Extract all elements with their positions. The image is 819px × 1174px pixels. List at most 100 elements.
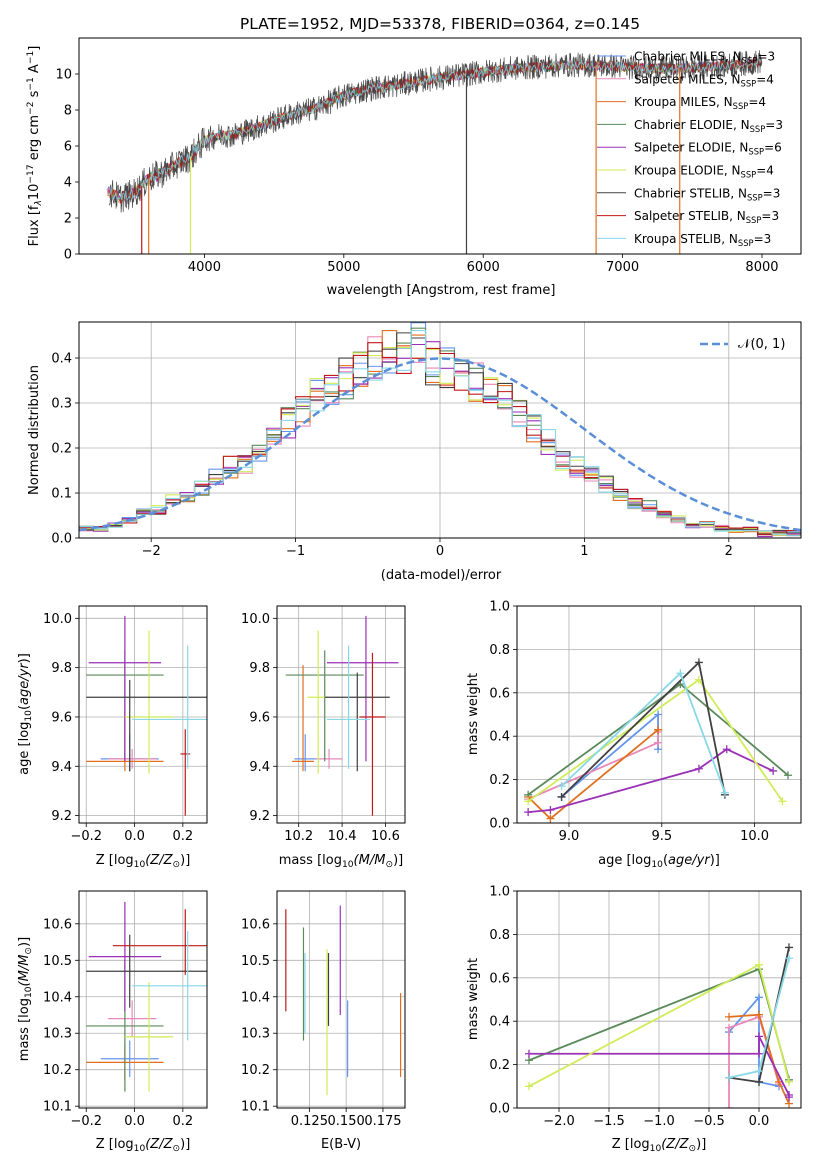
residual-axes-plot-area <box>79 322 801 538</box>
age-weight-xlabel-part: age/yr <box>668 853 711 868</box>
x-tick-label: 4000 <box>188 260 221 275</box>
legend-label-chabrier_miles-part: SSP <box>742 56 758 66</box>
legend-label-kroupa_elodie-part: Kroupa ELODIE, N <box>634 164 741 178</box>
x-tick-label: 9.5 <box>651 829 672 844</box>
spectrum-line-kroupa_stelib <box>109 56 763 202</box>
x-tick-label: 7000 <box>606 260 639 275</box>
mass-age-axes-plot-area <box>285 615 399 816</box>
z-age-ylabel-part: 10 <box>24 710 34 722</box>
y-tick-label: 10.5 <box>241 954 270 969</box>
y-tick-label: 2 <box>64 212 72 227</box>
z-weight-xlabel-part: )] <box>696 1137 706 1152</box>
marker-kroupa_miles <box>725 1012 733 1021</box>
legend-label-chabrier_miles: Chabrier MILES, NSSP=3 <box>634 50 775 66</box>
normal-curve <box>79 357 801 532</box>
z-age-xlabel-part: )] <box>180 853 190 868</box>
y-tick-label: 6 <box>64 140 72 155</box>
ebv-mass-axes-frame <box>276 890 406 1109</box>
x-tick-label: 6000 <box>467 260 500 275</box>
legend-label-chabrier_elodie: Chabrier ELODIE, NSSP=3 <box>634 118 783 134</box>
mass-age-xlabel-part: (M/M <box>354 853 386 868</box>
y-tick-label: 10.4 <box>241 990 270 1005</box>
z-weight-xlabel-part: 10 <box>650 1144 662 1154</box>
x-tick-label: 0 <box>436 544 444 559</box>
marker-salpeter_miles <box>654 738 663 747</box>
marker-chabrier_stelib <box>557 792 566 801</box>
y-tick-label: 0.6 <box>489 686 510 701</box>
mass-age-xlabel-part: 10 <box>342 860 354 870</box>
y-tick-label: 0.2 <box>489 773 510 788</box>
y-tick-label: 0.4 <box>489 730 510 745</box>
legend-label-chabrier_miles-part: =3 <box>757 50 775 64</box>
x-tick-label: −2.0 <box>543 1114 575 1129</box>
spectrum-ylabel-part: λ <box>34 200 44 206</box>
legend-label-salpeter_elodie-part: SSP <box>748 147 764 157</box>
x-tick-label: 0.2 <box>173 1114 194 1129</box>
legend-label-salpeter_elodie-part: =6 <box>764 141 782 155</box>
z-age-xlabel-part: Z [log <box>96 853 134 868</box>
marker-kroupa_stelib <box>676 669 685 678</box>
marker-chabrier_miles <box>755 993 763 1002</box>
legend-label-salpeter_stelib-part: =3 <box>761 209 779 223</box>
x-tick-label: 0.2 <box>173 829 194 844</box>
x-tick-label: 10.2 <box>284 829 313 844</box>
y-tick-label: 0.6 <box>489 971 510 986</box>
x-tick-label: −0.2 <box>70 829 102 844</box>
x-tick-label: 10.6 <box>371 829 400 844</box>
y-tick-label: 10 <box>55 68 72 83</box>
y-tick-label: 10.0 <box>43 612 72 627</box>
y-tick-label: 4 <box>64 176 72 191</box>
legend-label-chabrier_stelib-part: Chabrier STELIB, N <box>634 186 747 200</box>
marker-kroupa_miles <box>654 725 663 734</box>
legend-label-chabrier_elodie-part: SSP <box>750 124 766 134</box>
y-tick-label: 0.8 <box>489 928 510 943</box>
spectrum-ylabel-part: s <box>27 90 42 101</box>
y-tick-label: 10.0 <box>241 612 270 627</box>
legend-label-kroupa_elodie-part: SSP <box>741 170 757 180</box>
z-mass-ylabel-part: ⊙ <box>24 947 34 955</box>
age-weight-xlabel: age [log10(age/yr)] <box>598 853 720 870</box>
marker-kroupa_stelib <box>785 954 793 963</box>
y-tick-label: 0.0 <box>489 817 510 832</box>
age-weight-ylabel: mass weight <box>466 673 481 755</box>
marker-chabrier_stelib <box>755 1077 763 1086</box>
marker-salpeter_elodie <box>755 1032 763 1041</box>
residual-ylabel: Normed distribution <box>27 365 42 495</box>
z-weight-xlabel-part: (Z/Z <box>661 1137 689 1152</box>
z-age-ylabel-part: ( <box>17 705 32 710</box>
y-tick-label: 9.4 <box>51 760 72 775</box>
histogram-kroupa_stelib <box>79 329 801 536</box>
legend-label-salpeter_elodie: Salpeter ELODIE, NSSP=6 <box>634 141 782 157</box>
y-tick-label: 9.2 <box>51 809 72 824</box>
y-tick-label: 8 <box>64 104 72 119</box>
z-mass-ylabel-part: )] <box>17 937 32 947</box>
y-tick-label: 9.8 <box>51 661 72 676</box>
age-weight-xlabel-part: ( <box>663 853 668 868</box>
ebv-mass-axes: 0.125 0.150 0.175 10.1 10.2 10.3 10.4 10.5 10.6 E… <box>241 890 406 1152</box>
z-weight-axes-plot-area <box>525 943 793 1108</box>
figure-title: PLATE=1952, MJD=53378, FIBERID=0364, z=0… <box>240 15 640 33</box>
y-tick-label: 0.0 <box>51 532 72 547</box>
z-age-axes: −0.2 0.0 0.29.29.49.69.810.0Z [log10(Z/Z⊙)… <box>17 605 208 870</box>
age-weight-axes-frame <box>516 605 802 824</box>
legend-label-kroupa_stelib-part: =3 <box>754 232 772 246</box>
x-tick-label: −1.0 <box>643 1114 675 1129</box>
spectrum-ylabel: Flux [fλ10−17 erg cm−2 s−1 A−1] <box>26 46 44 247</box>
x-tick-label: 9.0 <box>559 829 580 844</box>
spectrum-ylabel-part: erg cm <box>27 115 42 164</box>
y-tick-label: 0.3 <box>51 397 72 412</box>
z-age-ylabel-part: )] <box>17 653 32 663</box>
legend-label-kroupa_elodie: Kroupa ELODIE, NSSP=4 <box>634 164 774 180</box>
marker-chabrier_elodie <box>784 771 793 780</box>
marker-kroupa_miles <box>546 814 555 823</box>
legend-label-kroupa_stelib-part: SSP <box>738 238 754 248</box>
y-tick-label: 10.2 <box>43 1063 72 1078</box>
marker-kroupa_elodie <box>525 1082 533 1091</box>
spectrum-ylabel-part: 10 <box>27 184 42 201</box>
x-tick-label: 0.0 <box>749 1114 770 1129</box>
z-mass-xlabel-part: ⊙ <box>173 1144 181 1154</box>
y-tick-label: 9.2 <box>249 809 270 824</box>
z-mass-xlabel-part: )] <box>180 1137 190 1152</box>
